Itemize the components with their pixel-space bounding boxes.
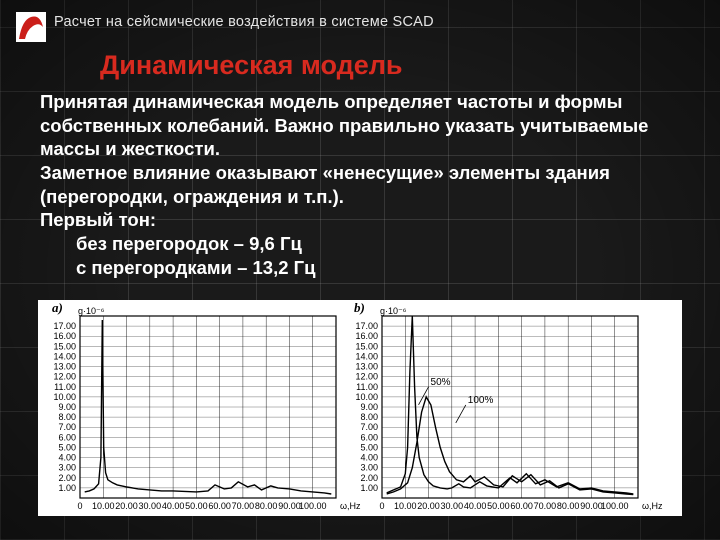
svg-text:12.00: 12.00 [355,372,378,382]
svg-text:14.00: 14.00 [355,351,378,361]
svg-text:11.00: 11.00 [356,382,378,392]
svg-text:6.00: 6.00 [58,432,76,442]
svg-text:5.00: 5.00 [58,442,76,452]
svg-text:1.00: 1.00 [58,483,76,493]
slide: Расчет на сейсмические воздействия в сис… [0,0,720,540]
svg-text:g·10⁻⁶: g·10⁻⁶ [380,306,407,316]
svg-text:ω,Hz: ω,Hz [340,501,361,511]
svg-text:11.00: 11.00 [54,382,76,392]
svg-text:70.00: 70.00 [232,501,255,511]
svg-text:14.00: 14.00 [53,351,76,361]
svg-text:50.00: 50.00 [487,501,510,511]
list-item-1: без перегородок – 9,6 Гц [40,232,680,256]
svg-text:40.00: 40.00 [162,501,185,511]
svg-text:60.00: 60.00 [510,501,533,511]
svg-text:a): a) [52,300,63,315]
paragraph-1: Принятая динамическая модель определяет … [40,90,680,161]
svg-text:3.00: 3.00 [58,463,76,473]
svg-text:2.00: 2.00 [58,473,76,483]
svg-text:6.00: 6.00 [360,432,378,442]
svg-text:50%: 50% [431,377,451,388]
svg-text:100.00: 100.00 [601,501,629,511]
svg-text:80.00: 80.00 [255,501,278,511]
svg-text:17.00: 17.00 [355,321,378,331]
svg-text:7.00: 7.00 [360,422,378,432]
svg-text:30.00: 30.00 [441,501,464,511]
svg-text:ω,Hz: ω,Hz [642,501,663,511]
paragraph-3: Первый тон: [40,208,680,232]
svg-text:8.00: 8.00 [360,412,378,422]
svg-text:4.00: 4.00 [58,453,76,463]
svg-text:16.00: 16.00 [53,331,76,341]
header-text: Расчет на сейсмические воздействия в сис… [54,14,434,30]
svg-text:90.00: 90.00 [580,501,603,511]
svg-text:2.00: 2.00 [360,473,378,483]
svg-text:4.00: 4.00 [360,453,378,463]
svg-text:g·10⁻⁶: g·10⁻⁶ [78,306,105,316]
svg-text:1.00: 1.00 [360,483,378,493]
svg-text:30.00: 30.00 [139,501,162,511]
svg-text:0: 0 [77,501,82,511]
svg-text:13.00: 13.00 [355,362,378,372]
list-item-2: с перегородками – 13,2 Гц [40,256,680,280]
svg-text:80.00: 80.00 [557,501,580,511]
charts-figure: a)g·10⁻⁶1.002.003.004.005.006.007.008.00… [38,300,682,516]
scad-logo [16,12,46,42]
svg-text:13.00: 13.00 [53,362,76,372]
svg-text:3.00: 3.00 [360,463,378,473]
svg-text:20.00: 20.00 [115,501,138,511]
svg-text:7.00: 7.00 [58,422,76,432]
svg-text:9.00: 9.00 [360,402,378,412]
svg-text:9.00: 9.00 [58,402,76,412]
body-text: Принятая динамическая модель определяет … [40,90,680,279]
svg-text:40.00: 40.00 [464,501,487,511]
svg-text:12.00: 12.00 [53,372,76,382]
svg-text:10.00: 10.00 [92,501,115,511]
svg-text:70.00: 70.00 [534,501,557,511]
svg-text:20.00: 20.00 [417,501,440,511]
svg-text:50.00: 50.00 [185,501,208,511]
svg-text:100.00: 100.00 [299,501,327,511]
svg-text:17.00: 17.00 [53,321,76,331]
svg-text:10.00: 10.00 [355,392,378,402]
svg-text:0: 0 [379,501,384,511]
svg-text:100%: 100% [468,395,494,406]
svg-text:10.00: 10.00 [53,392,76,402]
svg-text:5.00: 5.00 [360,442,378,452]
svg-text:10.00: 10.00 [394,501,417,511]
svg-text:8.00: 8.00 [58,412,76,422]
svg-text:b): b) [354,300,365,315]
paragraph-2: Заметное влияние оказывают «ненесущие» э… [40,161,680,208]
svg-text:15.00: 15.00 [53,341,76,351]
svg-text:60.00: 60.00 [208,501,231,511]
svg-text:16.00: 16.00 [355,331,378,341]
svg-text:15.00: 15.00 [355,341,378,351]
slide-title: Динамическая модель [100,50,403,81]
svg-text:90.00: 90.00 [278,501,301,511]
